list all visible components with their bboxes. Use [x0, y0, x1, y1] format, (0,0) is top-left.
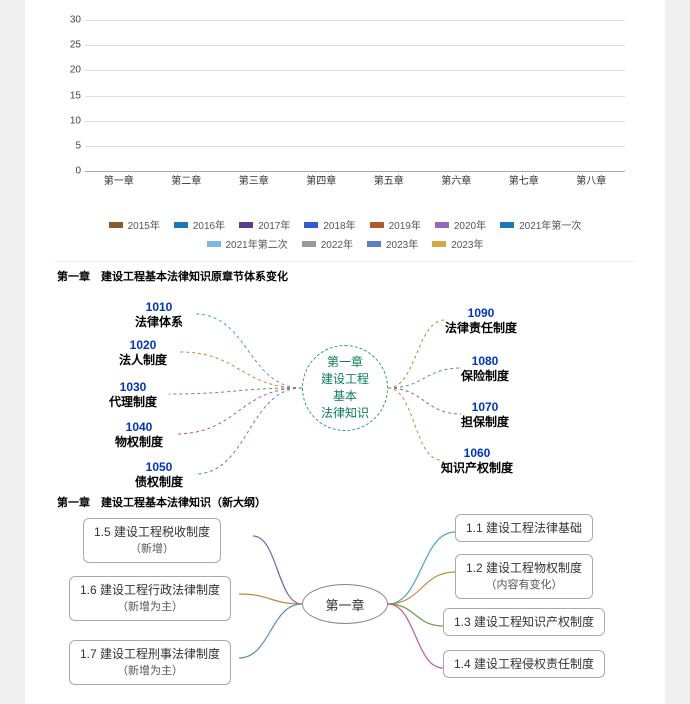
chart-legend: 2015年 2016年 2017年 2018年 2019年 2020年 2021年第一次 20…	[55, 211, 635, 262]
legend-swatch	[500, 222, 514, 228]
mindmap-2-node: 1.7 建设工程刑事法律制度（新增为主）	[69, 640, 231, 685]
mindmap-1-node: 1020法人制度	[119, 338, 167, 368]
x-label: 第六章	[441, 172, 471, 187]
mindmap-2-node: 1.5 建设工程税收制度（新增）	[83, 518, 221, 563]
section-1-title: 第一章 建设工程基本法律知识原章节体系变化	[57, 268, 635, 284]
legend-label: 2023年	[451, 236, 483, 251]
legend-swatch	[109, 222, 123, 228]
legend-swatch	[432, 241, 446, 247]
legend-item: 2017年	[239, 217, 290, 232]
legend-swatch	[304, 222, 318, 228]
legend-label: 2021年第一次	[519, 217, 581, 232]
legend-item: 2015年	[109, 217, 160, 232]
legend-item: 2020年	[435, 217, 486, 232]
legend-swatch	[207, 241, 221, 247]
chart-plot: 051015202530第一章第二章第三章第四章第五章第六章第七章第八章	[85, 20, 625, 172]
x-label: 第七章	[509, 172, 539, 187]
section-2-title: 第一章 建设工程基本法律知识（新大纲）	[57, 494, 635, 510]
legend-item: 2019年	[370, 217, 421, 232]
legend-label: 2020年	[454, 217, 486, 232]
legend-label: 2019年	[389, 217, 421, 232]
mindmap-1-node: 1080保险制度	[461, 354, 509, 384]
y-tick: 0	[57, 166, 81, 177]
mindmap-1-node: 1030代理制度	[109, 380, 157, 410]
legend-item: 2023年	[432, 236, 483, 251]
y-tick: 15	[57, 90, 81, 101]
legend-swatch	[239, 222, 253, 228]
legend-swatch	[435, 222, 449, 228]
mindmap-1-node: 1060知识产权制度	[441, 446, 513, 476]
x-label: 第八章	[576, 172, 606, 187]
legend-item: 2016年	[174, 217, 225, 232]
legend-label: 2022年	[321, 236, 353, 251]
y-tick: 30	[57, 15, 81, 26]
mindmap-1-node: 1050债权制度	[135, 460, 183, 490]
y-tick: 5	[57, 140, 81, 151]
legend-label: 2023年	[386, 236, 418, 251]
mindmap-2-node: 1.3 建设工程知识产权制度	[443, 608, 605, 636]
legend-label: 2021年第二次	[226, 236, 288, 251]
mindmap-1-center-text: 第一章建设工程基本法律知识	[321, 354, 369, 421]
legend-item: 2021年第一次	[500, 217, 581, 232]
mindmap-1-node: 1040物权制度	[115, 420, 163, 450]
x-label: 第五章	[374, 172, 404, 187]
bar-chart: 051015202530第一章第二章第三章第四章第五章第六章第七章第八章	[55, 20, 635, 205]
legend-swatch	[367, 241, 381, 247]
x-label: 第三章	[239, 172, 269, 187]
mindmap-2-node: 1.1 建设工程法律基础	[455, 514, 593, 542]
bar-groups: 第一章第二章第三章第四章第五章第六章第七章第八章	[85, 20, 625, 171]
legend-swatch	[174, 222, 188, 228]
legend-item: 2022年	[302, 236, 353, 251]
mindmap-2-center: 第一章	[302, 584, 388, 624]
legend-item: 2021年第二次	[207, 236, 288, 251]
x-label: 第一章	[104, 172, 134, 187]
x-label: 第二章	[171, 172, 201, 187]
legend-label: 2017年	[258, 217, 290, 232]
mindmap-1-node: 1010法律体系	[135, 300, 183, 330]
y-tick: 20	[57, 65, 81, 76]
legend-label: 2016年	[193, 217, 225, 232]
mindmap-1: 第一章建设工程基本法律知识 1010法律体系 1020法人制度 1030代理制度 10…	[55, 288, 635, 488]
mindmap-2-center-text: 第一章	[325, 595, 364, 614]
x-label: 第四章	[306, 172, 336, 187]
legend-item: 2023年	[367, 236, 418, 251]
y-tick: 10	[57, 115, 81, 126]
legend-swatch	[302, 241, 316, 247]
mindmap-2-node: 1.2 建设工程物权制度（内容有变化）	[455, 554, 593, 599]
legend-swatch	[370, 222, 384, 228]
legend-item: 2018年	[304, 217, 355, 232]
mindmap-2-node: 1.4 建设工程侵权责任制度	[443, 650, 605, 678]
legend-label: 2015年	[128, 217, 160, 232]
mindmap-2: 第一章 1.5 建设工程税收制度（新增） 1.6 建设工程行政法律制度（新增为主）…	[55, 514, 635, 694]
legend-label: 2018年	[323, 217, 355, 232]
mindmap-1-node: 1090法律责任制度	[445, 306, 517, 336]
mindmap-1-center: 第一章建设工程基本法律知识	[302, 345, 388, 431]
y-tick: 25	[57, 40, 81, 51]
mindmap-2-node: 1.6 建设工程行政法律制度（新增为主）	[69, 576, 231, 621]
mindmap-1-node: 1070担保制度	[461, 400, 509, 430]
page: 051015202530第一章第二章第三章第四章第五章第六章第七章第八章 201…	[25, 0, 665, 704]
